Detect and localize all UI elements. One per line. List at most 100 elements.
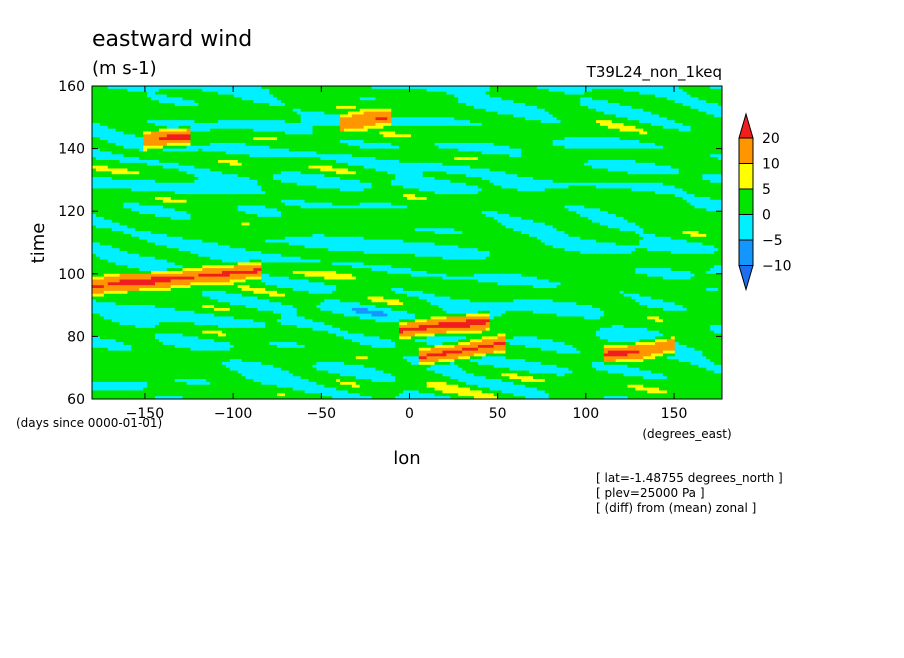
field-cell xyxy=(544,88,550,93)
field-cell xyxy=(623,122,628,127)
field-cell xyxy=(513,151,518,155)
field-cell xyxy=(489,86,495,90)
field-cell xyxy=(233,86,239,90)
field-cell xyxy=(391,142,396,147)
field-cell xyxy=(446,94,451,98)
field-cell xyxy=(454,111,459,115)
field-cell xyxy=(674,165,680,169)
field-cell xyxy=(383,162,388,167)
field-cell xyxy=(458,111,463,115)
field-cell xyxy=(107,103,113,107)
field-cell xyxy=(143,140,148,144)
field-cell xyxy=(458,165,463,169)
field-cell xyxy=(312,148,317,152)
field-cell xyxy=(611,117,617,121)
field-cell xyxy=(241,86,246,90)
field-cell xyxy=(99,94,105,98)
field-cell xyxy=(552,145,558,149)
field-cell xyxy=(151,105,156,110)
field-cell xyxy=(497,122,502,127)
field-cell xyxy=(702,114,707,118)
field-cell xyxy=(221,131,227,135)
field-cell xyxy=(347,94,353,98)
field-cell xyxy=(115,174,120,178)
field-cell xyxy=(556,171,561,175)
field-cell xyxy=(438,171,443,175)
field-cell xyxy=(442,91,447,95)
field-cell xyxy=(257,171,262,175)
field-cell xyxy=(639,103,644,107)
field-cell xyxy=(481,134,487,138)
field-cell xyxy=(316,134,321,138)
field-cell xyxy=(509,128,514,132)
field-cell xyxy=(131,174,136,178)
field-cell xyxy=(332,100,337,104)
field-cell xyxy=(119,97,124,101)
field-cell xyxy=(229,120,235,124)
field-cell xyxy=(678,142,684,147)
field-cell xyxy=(241,131,246,135)
field-cell xyxy=(340,145,345,149)
field-cell xyxy=(359,111,365,115)
field-cell xyxy=(395,125,400,130)
field-cell xyxy=(501,111,506,115)
field-cell xyxy=(233,131,239,135)
field-cell xyxy=(375,86,380,90)
field-cell xyxy=(430,108,435,113)
field-cell xyxy=(245,145,250,149)
field-cell xyxy=(556,134,561,138)
field-cell xyxy=(607,100,613,104)
field-cell xyxy=(615,157,621,161)
field-cell xyxy=(607,111,613,115)
field-cell xyxy=(458,100,463,104)
field-cell xyxy=(225,120,231,124)
field-cell xyxy=(308,111,313,115)
field-cell xyxy=(147,154,152,158)
field-cell xyxy=(111,171,117,175)
field-cell xyxy=(115,88,120,93)
field-cell xyxy=(92,125,97,130)
field-cell xyxy=(265,137,270,141)
field-cell xyxy=(344,117,349,121)
field-cell xyxy=(198,131,203,135)
field-cell xyxy=(371,145,376,149)
field-cell xyxy=(277,111,282,115)
field-cell xyxy=(249,103,254,107)
field-cell xyxy=(210,111,215,115)
field-cell xyxy=(718,128,722,132)
field-cell xyxy=(391,162,396,167)
field-cell xyxy=(568,154,573,158)
field-cell xyxy=(572,86,577,90)
field-cell xyxy=(513,125,518,130)
field-cell xyxy=(281,134,286,138)
field-cell xyxy=(631,134,636,138)
field-cell xyxy=(536,108,542,113)
field-cell xyxy=(162,159,168,164)
field-cell xyxy=(288,145,294,149)
field-cell xyxy=(556,137,561,141)
field-cell xyxy=(666,103,672,107)
field-cell xyxy=(485,137,491,141)
field-cell xyxy=(119,168,124,172)
field-cell xyxy=(666,151,672,155)
field-cell xyxy=(540,159,546,164)
field-cell xyxy=(273,94,278,98)
field-cell xyxy=(284,117,290,121)
field-cell xyxy=(489,140,495,144)
field-cell xyxy=(497,168,502,172)
field-cell xyxy=(485,131,491,135)
field-cell xyxy=(670,159,676,164)
field-cell xyxy=(434,88,439,93)
field-cell xyxy=(666,165,672,169)
field-cell xyxy=(269,137,274,141)
field-cell xyxy=(111,125,117,130)
field-cell xyxy=(391,159,396,164)
field-cell xyxy=(718,171,722,175)
field-cell xyxy=(466,122,471,127)
field-cell xyxy=(202,159,207,164)
field-cell xyxy=(497,145,502,149)
field-cell xyxy=(450,131,455,135)
field-cell xyxy=(497,165,502,169)
field-cell xyxy=(111,157,117,161)
field-cell xyxy=(324,165,329,169)
